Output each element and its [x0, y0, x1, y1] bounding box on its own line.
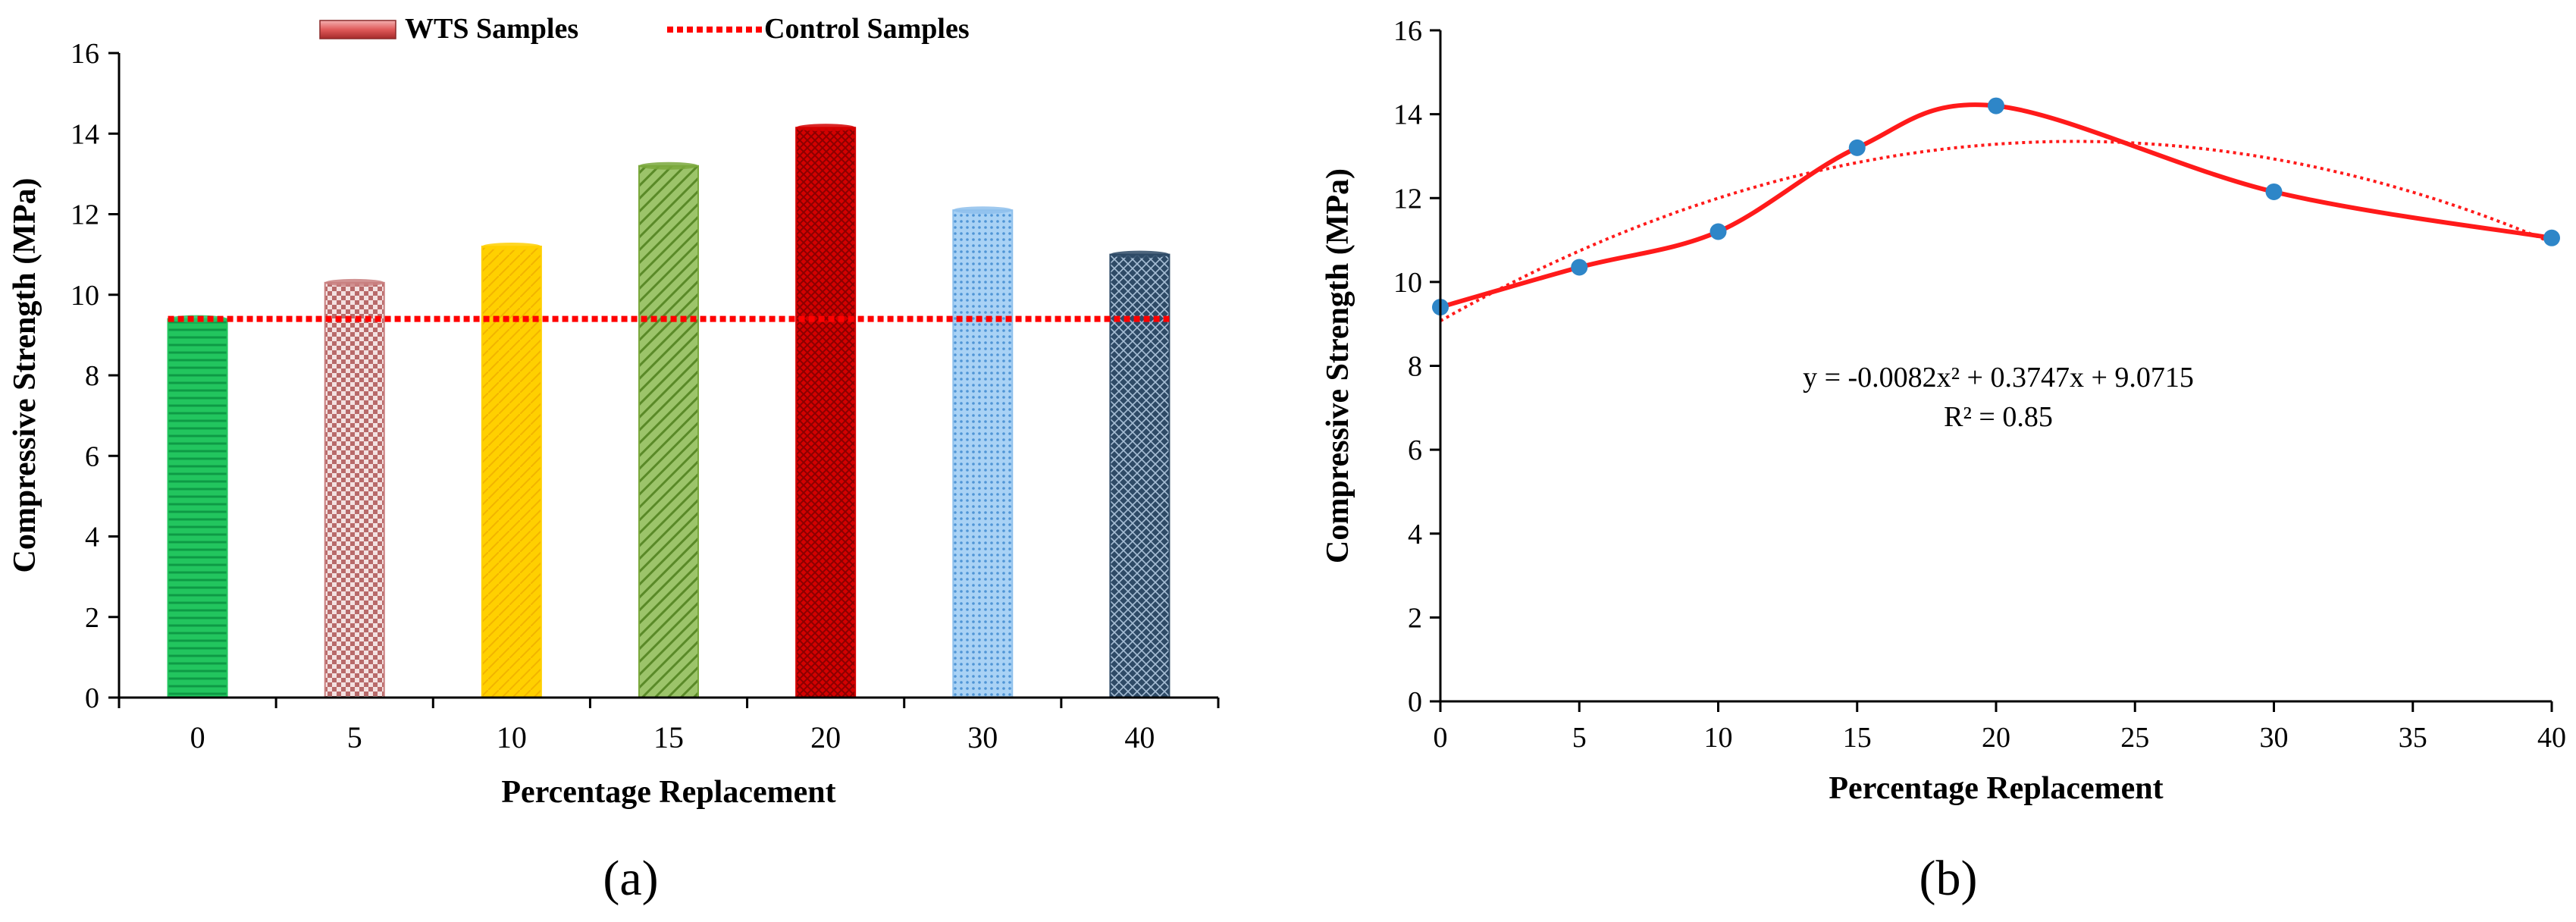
bar-cap	[953, 206, 1013, 215]
panel-label-b: (b)	[1919, 851, 1978, 906]
bar-cap	[481, 243, 541, 250]
data-point-40	[2543, 229, 2560, 246]
bar-chart-panel: WTS Samples Control Samples 0 2 4 6 8 10 12 14 1…	[8, 13, 1220, 906]
bars	[167, 124, 1170, 698]
bar-cap	[324, 278, 384, 287]
bar-20	[795, 127, 857, 698]
x-tick-label: 40	[1124, 720, 1155, 754]
x-tick-label: 25	[2120, 722, 2149, 754]
y-axis-ticks: 0 2 4 6 8 10 12 14 16	[71, 38, 119, 714]
y-axis-ticks: 0 2 4 6 8 10 12 14 16	[1393, 15, 1440, 718]
x-tick-label: 35	[2399, 722, 2427, 754]
scatter-chart-panel: 0 2 4 6 8 10 12 14 16 0 5 10 15 20 25 30 35 40 y = -0.00…	[1321, 15, 2566, 906]
x-tick-label: 20	[1982, 722, 2010, 754]
y-tick-label: 4	[85, 522, 99, 554]
data-point-30	[2265, 183, 2283, 200]
x-axis-ticks: 0 5 10 15 20 25 30 35 40	[1434, 701, 2566, 754]
bar-cap	[796, 124, 856, 132]
bar-0	[167, 318, 228, 698]
x-tick-label: 10	[497, 720, 527, 754]
x-axis-label: Percentage Replacement	[1829, 771, 2163, 806]
x-tick-label: 40	[2537, 722, 2566, 754]
y-tick-label: 14	[1393, 99, 1422, 131]
x-axis-label: Percentage Replacement	[501, 775, 835, 810]
data-point-5	[1571, 259, 1588, 276]
y-tick-label: 0	[1408, 686, 1422, 718]
y-tick-label: 16	[1393, 15, 1422, 47]
y-tick-label: 12	[71, 199, 99, 231]
data-point-20	[1988, 97, 2004, 114]
x-tick-label: 5	[347, 720, 362, 754]
bar-cap	[639, 162, 698, 170]
y-tick-label: 4	[1408, 519, 1422, 550]
x-tick-label: 20	[810, 720, 841, 754]
x-tick-label: 15	[653, 720, 684, 754]
legend: WTS Samples Control Samples	[319, 13, 970, 45]
y-tick-label: 12	[1393, 183, 1422, 215]
legend-control-label: Control Samples	[764, 13, 970, 45]
x-tick-label: 0	[1434, 722, 1448, 754]
trendline-equation: y = -0.0082x² + 0.3747x + 9.0715	[1803, 362, 2194, 394]
x-tick-label: 15	[1843, 722, 1872, 754]
series-line	[1440, 102, 2552, 309]
panel-label-a: (a)	[603, 851, 658, 906]
x-axis-ticks: 0 5 10 15 20 30 40	[118, 698, 1220, 754]
x-tick-label: 10	[1704, 722, 1733, 754]
y-tick-label: 0	[85, 682, 99, 714]
y-tick-label: 6	[1408, 434, 1422, 466]
x-tick-label: 30	[2260, 722, 2289, 754]
bar-5	[324, 281, 385, 698]
polynomial-trendline	[1440, 140, 2552, 322]
legend-wts-swatch	[319, 20, 396, 39]
r-squared: R² = 0.85	[1944, 401, 2053, 433]
bar-cap	[1110, 250, 1170, 259]
y-tick-label: 10	[1393, 267, 1422, 299]
data-point-10	[1709, 223, 1727, 240]
y-tick-label: 6	[85, 441, 99, 472]
bar-10	[481, 246, 542, 698]
y-tick-label: 10	[71, 280, 99, 312]
x-tick-label: 0	[190, 720, 205, 754]
y-tick-label: 2	[1408, 602, 1422, 634]
y-tick-label: 8	[85, 360, 99, 392]
x-tick-label: 30	[967, 720, 998, 754]
bar-30	[952, 209, 1014, 698]
y-axis-label: Compressive Strength (MPa)	[1321, 168, 1355, 563]
data-point-15	[1848, 139, 1866, 156]
y-tick-label: 16	[71, 38, 99, 70]
x-tick-label: 5	[1572, 722, 1587, 754]
y-tick-label: 8	[1408, 351, 1422, 383]
legend-wts-label: WTS Samples	[405, 13, 578, 45]
data-points	[1432, 97, 2560, 316]
y-tick-label: 2	[85, 602, 99, 634]
y-axis-label: Compressive Strength (MPa)	[8, 177, 42, 572]
bar-40	[1109, 253, 1170, 698]
bar-15	[638, 165, 699, 698]
y-tick-label: 14	[71, 118, 99, 150]
